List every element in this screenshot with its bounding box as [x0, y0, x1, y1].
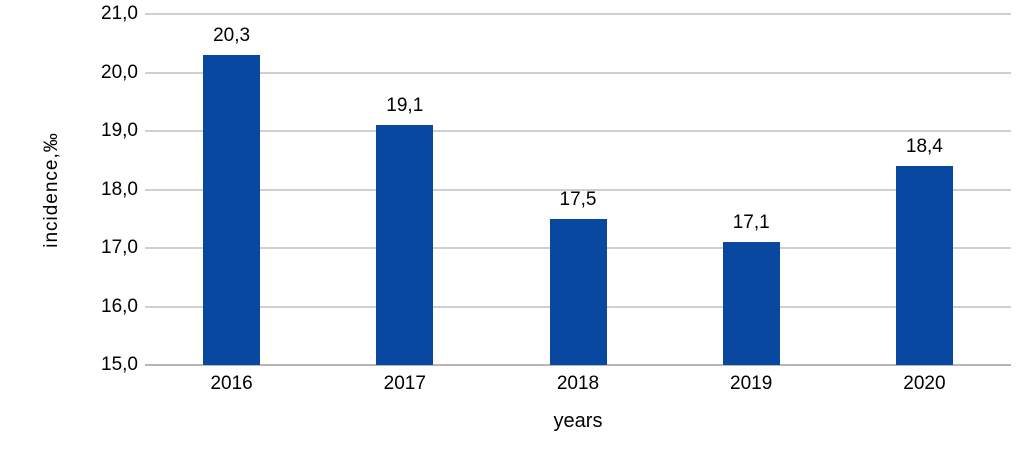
- bar: [376, 125, 434, 365]
- y-tick-label: 17,0: [101, 237, 138, 258]
- bar-value-label: 17,5: [559, 188, 597, 210]
- y-tick-label: 20,0: [101, 61, 138, 83]
- gridline: [145, 71, 1011, 74]
- gridline: [145, 130, 1011, 132]
- bar: [722, 242, 780, 365]
- bar-value-label: 20,3: [213, 24, 251, 46]
- gridline: [145, 188, 1011, 191]
- bar-value-label: 18,4: [905, 136, 943, 158]
- x-tick-label: 2019: [730, 373, 773, 394]
- x-tick-label: 2018: [556, 373, 600, 394]
- x-axis-title: years: [553, 410, 603, 432]
- x-tick-label: 2017: [383, 373, 426, 394]
- x-tick-label: 2016: [210, 373, 253, 394]
- y-tick-label: 19,0: [101, 120, 138, 141]
- plot-area: [145, 13, 1011, 366]
- x-tick-label: 2020: [903, 373, 946, 394]
- y-tick-label: 18,0: [101, 178, 138, 200]
- y-tick-label: 16,0: [101, 295, 138, 317]
- bar-value-label: 17,1: [732, 212, 770, 234]
- bar: [549, 218, 607, 365]
- gridline: [145, 13, 1011, 15]
- bar: [203, 54, 261, 365]
- x-axis-line: [145, 364, 1011, 366]
- y-tick-label: 21,0: [101, 3, 138, 24]
- bar: [895, 166, 953, 365]
- bar-value-label: 19,1: [386, 95, 424, 117]
- y-tick-label: 15,0: [101, 354, 138, 375]
